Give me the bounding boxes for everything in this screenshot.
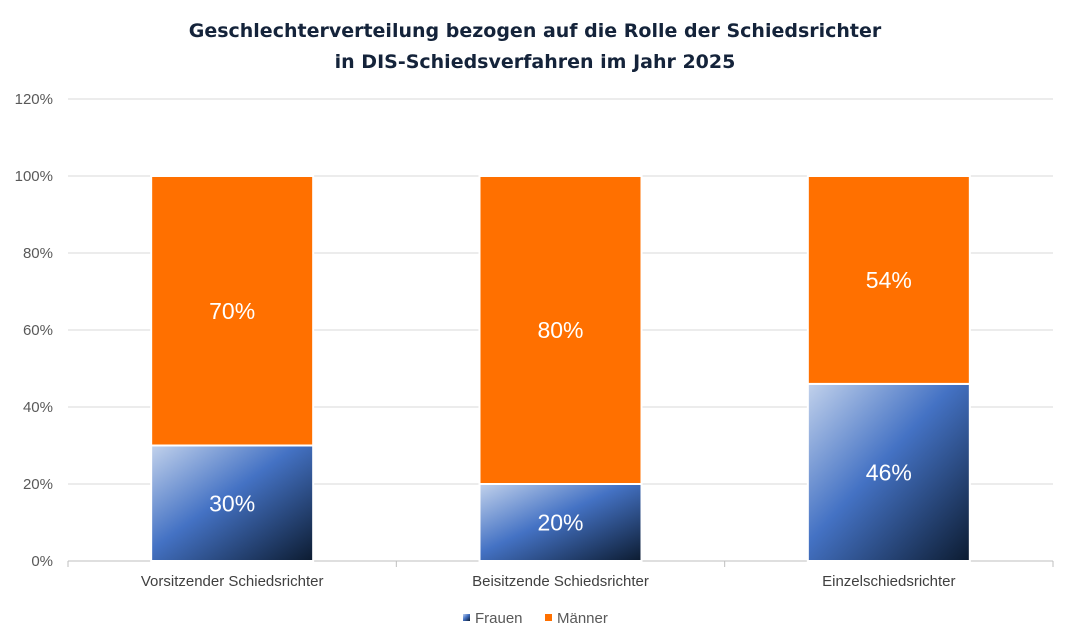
legend-swatch-maenner [545, 614, 552, 621]
data-label: 46% [866, 459, 912, 485]
bars [150, 175, 971, 562]
bar-maenner [150, 175, 315, 447]
bar-frauen [478, 483, 643, 562]
data-label: 80% [537, 317, 583, 343]
y-tick-label: 100% [15, 168, 53, 185]
x-axis-ticks: Vorsitzender Schiedsrichter Beisitzende S… [67, 561, 1054, 590]
legend-swatch-frauen [463, 614, 470, 621]
data-label: 54% [866, 267, 912, 293]
x-tick-label: Beisitzende Schiedsrichter [472, 573, 649, 590]
y-tick-label: 80% [23, 245, 53, 262]
data-label: 30% [209, 490, 255, 516]
x-tick-label: Einzelschiedsrichter [822, 573, 955, 590]
y-tick-label: 60% [23, 322, 53, 339]
legend-label-maenner: Männer [557, 610, 608, 627]
y-tick-label: 120% [15, 91, 53, 108]
data-label: 70% [209, 298, 255, 324]
chart-title-line-1: Geschlechterverteilung bezogen auf die R… [189, 20, 882, 42]
legend: Frauen Männer [463, 610, 608, 627]
legend-label-frauen: Frauen [475, 610, 523, 627]
bar-maenner [806, 175, 971, 385]
y-tick-label: 40% [23, 399, 53, 416]
y-tick-label: 0% [31, 553, 53, 570]
bar-frauen [806, 382, 971, 562]
chart-title-line-2: in DIS-Schiedsverfahren im Jahr 2025 [335, 51, 736, 73]
y-tick-label: 20% [23, 476, 53, 493]
data-labels: 30% 70% 20% 80% 46% 54% [209, 267, 912, 536]
bar-frauen [150, 444, 315, 562]
data-label: 20% [537, 510, 583, 536]
x-tick-label: Vorsitzender Schiedsrichter [141, 573, 324, 590]
y-axis-ticks: 0% 20% 40% 60% 80% 100% 120% [15, 91, 53, 570]
bar-maenner [478, 175, 643, 485]
